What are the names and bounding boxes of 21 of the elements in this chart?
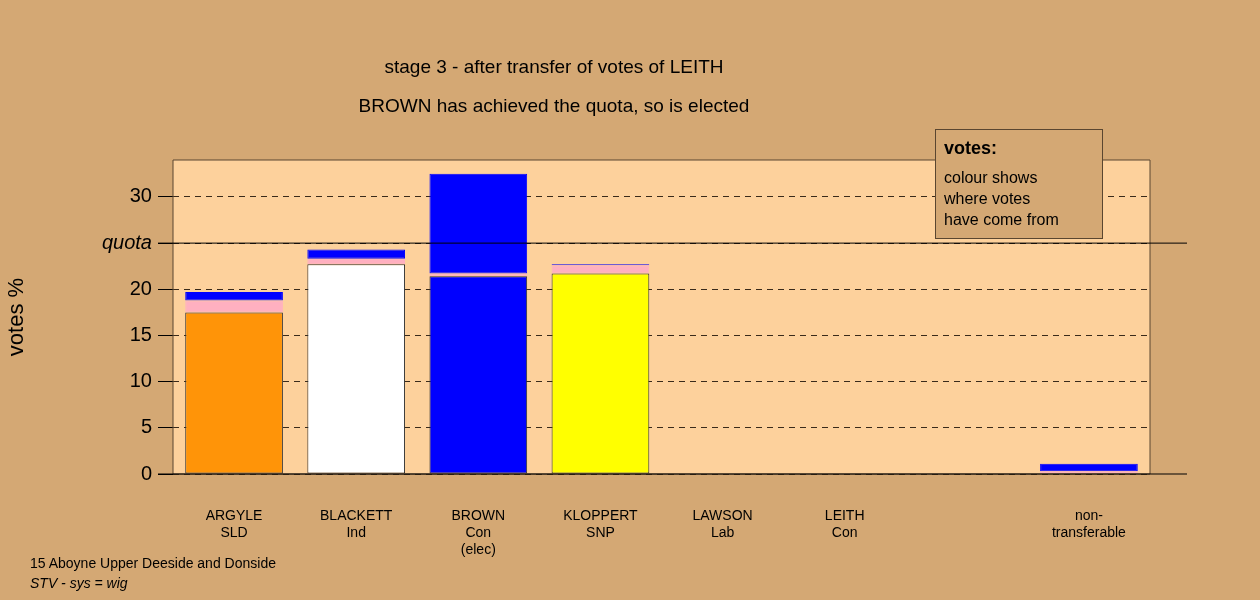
y-tick-label: 0	[140, 461, 152, 484]
chart-title: stage 3 - after transfer of votes of LEITH	[383, 56, 725, 78]
text: STV - sys = wig	[30, 575, 128, 591]
x-tick-label: BROWN Con (elec)	[451, 507, 506, 557]
x-tick-label: KLOPPERT SNP	[563, 507, 639, 541]
text: votes:	[944, 138, 998, 159]
text: 15 Aboyne Upper Deeside and Donside	[30, 555, 276, 571]
x-tick-label: ARGYLE SLD	[205, 507, 263, 541]
x-tick-label: LEITH Con	[824, 507, 865, 541]
annotation: colour shows where votes have come from	[944, 168, 1060, 230]
x-tick-label: BLACKETT Ind	[320, 507, 393, 541]
y-tick-label: 20	[129, 276, 152, 299]
y-axis-title: votes %	[3, 277, 29, 357]
y-tick-label: 10	[129, 369, 152, 392]
y-tick-label: quota	[101, 230, 152, 253]
y-tick-label: 15	[129, 322, 152, 345]
chart-subtitle: BROWN has achieved the quota, so is elected	[357, 95, 751, 117]
x-tick-label: non- transferable	[1051, 507, 1127, 541]
y-tick-label: 5	[140, 415, 152, 438]
y-tick-label: 30	[129, 184, 152, 207]
x-tick-label: LAWSON Lab	[692, 507, 753, 541]
